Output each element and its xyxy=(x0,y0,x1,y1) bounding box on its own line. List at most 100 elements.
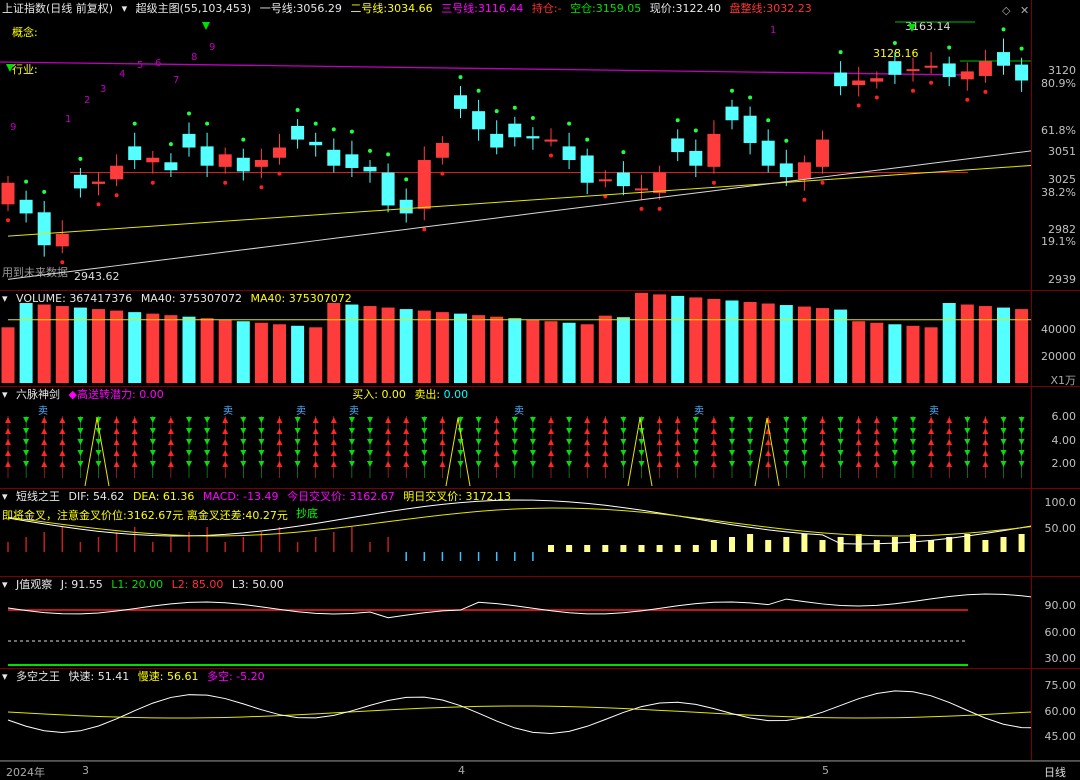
wave-number: 5 xyxy=(137,60,143,71)
sar-dot xyxy=(223,180,228,185)
dk-dropdown-icon[interactable]: ▾ xyxy=(2,670,8,683)
fast-line xyxy=(7,690,1032,735)
volume-bar xyxy=(218,319,232,383)
short-line-panel[interactable]: ▾ 短线之王 DIF: 54.62 DEA: 61.36 MACD: -13.4… xyxy=(0,488,1080,577)
sar-dot xyxy=(856,103,861,108)
chart-period: (日线 前复权) xyxy=(46,2,114,15)
volume-bar xyxy=(254,322,268,383)
sar-dot xyxy=(784,138,789,143)
volume-bar xyxy=(580,324,594,383)
candle-body xyxy=(816,139,829,167)
month-4-label: 4 xyxy=(458,764,465,777)
line3-trendline xyxy=(0,61,971,76)
sar-dot xyxy=(422,227,427,232)
macd-yellow-bar xyxy=(928,540,935,552)
candle-body xyxy=(291,125,305,140)
slow-value: 56.61 xyxy=(166,670,199,683)
liumai-dropdown-icon[interactable]: ▾ xyxy=(2,388,8,401)
candle-body xyxy=(616,172,630,187)
dk-tick-45: 45.00 xyxy=(1044,730,1077,743)
sar-dot xyxy=(6,218,10,223)
volume-bar xyxy=(417,310,431,383)
index-name[interactable]: 上证指数 xyxy=(2,2,46,15)
volume-bar xyxy=(1015,309,1029,383)
volume-bar xyxy=(327,303,341,383)
macd-yellow-bar xyxy=(982,540,989,552)
sar-dot xyxy=(440,171,445,176)
month-5-label: 5 xyxy=(822,764,829,777)
j-dropdown-icon[interactable]: ▾ xyxy=(2,578,8,591)
liumai-y-axis: 6.00 4.00 2.00 xyxy=(1031,386,1080,488)
sar-dot xyxy=(42,189,47,194)
consolidation-label: 盘整线: xyxy=(729,2,767,15)
industry-label: 行业: xyxy=(12,63,38,76)
candle-body xyxy=(598,179,612,182)
volume-panel[interactable]: ▾ VOLUME: 367417376 MA40: 375307072 MA40… xyxy=(0,290,1080,387)
sar-dot xyxy=(132,121,137,126)
volume-bar xyxy=(472,315,486,383)
liumai-peak xyxy=(754,417,780,487)
dk-y-axis: 75.00 60.00 45.00 xyxy=(1031,668,1080,760)
liumai-panel[interactable]: ▾ 六脉神剑 ◆高送转潜力: 0.00 买入: 0.00 卖出: 0.00 卖 卖… xyxy=(0,386,1080,489)
short-dropdown-icon[interactable]: ▾ xyxy=(2,490,8,503)
sar-dot xyxy=(349,129,354,134)
candle-body xyxy=(200,146,214,166)
dk-label: 多空: xyxy=(206,670,233,683)
candle-body xyxy=(218,154,232,167)
volume-bar xyxy=(978,306,992,383)
candle-body xyxy=(761,140,775,166)
sar-dot xyxy=(911,88,915,93)
indicator-name[interactable]: 超级主图(55,103,453) xyxy=(135,2,252,15)
j-value-chart[interactable] xyxy=(0,576,1032,668)
volume-bar xyxy=(960,304,974,383)
dropdown-arrow-icon[interactable]: ▾ xyxy=(121,2,128,15)
j-tick-30: 30.00 xyxy=(1044,652,1077,665)
close-icon[interactable]: ✕ xyxy=(1020,4,1030,17)
y-tick-19pct: 19.1% xyxy=(1041,235,1076,248)
duokong-chart[interactable] xyxy=(0,668,1032,760)
duokong-panel[interactable]: ▾ 多空之王 快速: 51.41 慢速: 56.61 多空: -5.20 75.… xyxy=(0,668,1080,761)
j-label: J: xyxy=(60,578,68,591)
diamond-icon[interactable]: ◇ xyxy=(1002,4,1011,17)
sar-dot xyxy=(476,88,481,93)
volume-bar xyxy=(797,306,811,383)
volume-bar xyxy=(761,303,775,383)
y-tick-61pct: 61.8% xyxy=(1041,124,1076,137)
volume-bar xyxy=(92,309,105,383)
line1-label: 一号线: xyxy=(259,2,297,15)
sar-dot xyxy=(802,197,807,202)
main-chart-panel[interactable]: 上证指数(日线 前复权) ▾ 超级主图(55,103,453) 一号线:3056… xyxy=(0,0,1080,291)
volume-bar xyxy=(779,305,793,383)
l1-value: 20.00 xyxy=(131,578,164,591)
sell-mark: 卖 xyxy=(296,405,306,417)
short-line-chart[interactable] xyxy=(0,488,1032,576)
liumai-signals[interactable]: 卖卖卖卖卖卖卖 xyxy=(0,386,1032,488)
fast-label: 快速: xyxy=(68,670,95,683)
sar-dot xyxy=(96,202,101,207)
wave-number: 1 xyxy=(770,25,776,36)
sar-dot xyxy=(711,180,716,185)
j-value-panel[interactable]: ▾ J值观察 J: 91.55 L1: 20.00 L2: 85.00 L3: … xyxy=(0,576,1080,669)
macd-yellow-bar xyxy=(548,545,554,552)
sell-mark: 卖 xyxy=(929,405,939,417)
volume-bars[interactable] xyxy=(0,290,1032,386)
dk-tick-75: 75.00 xyxy=(1044,679,1077,692)
volume-bar xyxy=(55,306,69,383)
sar-dot xyxy=(838,50,843,55)
volume-dropdown-icon[interactable]: ▾ xyxy=(2,292,8,305)
sar-dot xyxy=(567,121,572,126)
volume-bar xyxy=(273,324,286,383)
sar-dot xyxy=(241,137,246,142)
volume-bar xyxy=(544,321,558,383)
candle-body xyxy=(110,165,124,180)
candle-body xyxy=(273,147,286,158)
sell-mark: 卖 xyxy=(694,405,704,417)
volume-bar xyxy=(671,295,685,383)
candle-body xyxy=(37,212,51,246)
volume-bar xyxy=(399,309,413,383)
period-tab-daily[interactable]: 日线 xyxy=(1044,766,1066,779)
sar-dot xyxy=(277,171,282,176)
macd-yellow-bar xyxy=(656,545,663,552)
candle-body xyxy=(997,52,1010,66)
